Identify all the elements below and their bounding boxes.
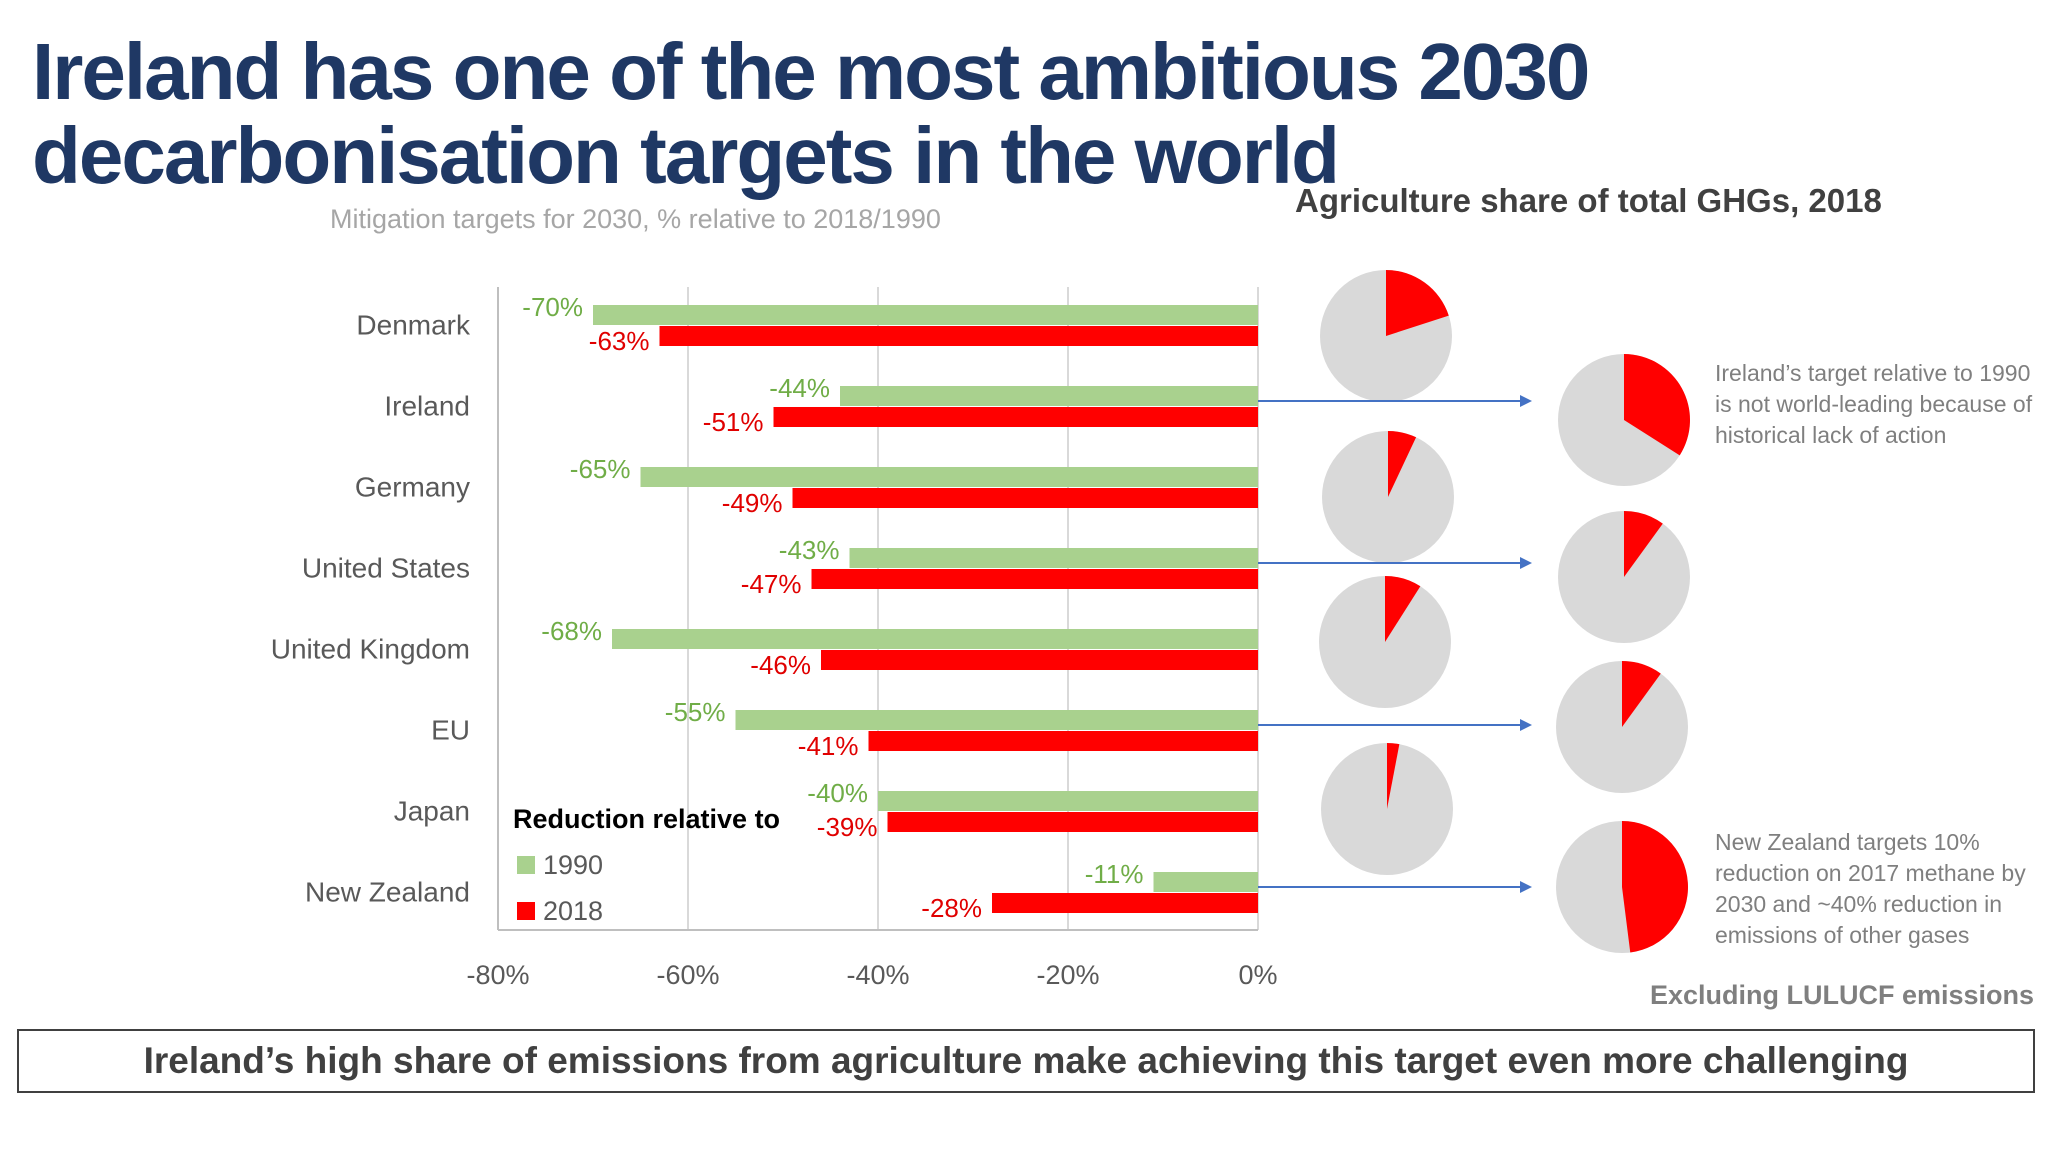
category-label: Ireland [384,390,470,421]
pointer-arrow-head [1520,719,1532,731]
legend-title: Reduction relative to [513,804,780,834]
chart-subtitle: Mitigation targets for 2030, % relative … [330,204,941,234]
bar-2018 [887,812,1258,832]
pointer-arrow-head [1520,395,1532,407]
category-label: United Kingdom [271,633,470,664]
legend-label-1990: 1990 [543,850,603,880]
data-label-2018: -49% [722,488,783,518]
category-label: Germany [355,471,470,502]
data-label-2018: -63% [589,326,650,356]
bar-1990 [593,305,1258,325]
pie-slice-agriculture [1622,661,1661,727]
pie-slice-agriculture [1387,743,1400,809]
x-tick-label: -80% [466,960,529,990]
category-label: Denmark [356,309,471,340]
data-label-1990: -43% [779,535,840,565]
bar-2018 [659,326,1258,346]
data-label-1990: -68% [541,616,602,646]
data-label-1990: -65% [570,454,631,484]
bar-1990 [735,710,1258,730]
pie-slice-agriculture [1386,270,1449,336]
data-label-2018: -47% [741,569,802,599]
data-label-2018: -51% [703,407,764,437]
legend-swatch-2018 [517,902,535,920]
data-label-2018: -39% [817,812,878,842]
pointer-arrow-head [1520,557,1532,569]
bar-1990 [640,467,1258,487]
bar-2018 [821,650,1258,670]
lulucf-footnote: Excluding LULUCF emissions [1650,980,2035,1010]
key-message-box: Ireland’s high share of emissions from a… [17,1029,2035,1093]
data-label-1990: -40% [807,778,868,808]
legend-swatch-1990 [517,856,535,874]
bar-1990 [612,629,1258,649]
pie-slice-agriculture [1624,511,1663,577]
bar-2018 [792,488,1258,508]
bar-2018 [773,407,1258,427]
x-tick-label: -40% [846,960,909,990]
x-tick-label: 0% [1238,960,1277,990]
x-tick-label: -60% [656,960,719,990]
pointer-arrow-head [1520,881,1532,893]
pie-chart-title: Agriculture share of total GHGs, 2018 [1295,182,1882,219]
data-label-1990: -70% [522,292,583,322]
page-title: Ireland has one of the most ambitious 20… [32,27,1590,200]
category-label: New Zealand [305,876,470,907]
new-zealand-note: New Zealand targets 10% reduction on 201… [1715,829,2026,948]
data-label-2018: -28% [921,893,982,923]
x-tick-label: -20% [1036,960,1099,990]
bar-1990 [849,548,1258,568]
ireland-note: Ireland’s target relative to 1990 is not… [1715,360,2033,448]
category-label: Japan [394,795,470,826]
pie-slice-agriculture [1385,576,1421,642]
key-message: Ireland’s high share of emissions from a… [143,1040,1909,1081]
data-label-2018: -41% [798,731,859,761]
data-label-1990: -55% [665,697,726,727]
bar-1990 [1153,872,1258,892]
bar-1990 [878,791,1258,811]
pie-slice-agriculture [1622,821,1688,953]
data-label-1990: -44% [769,373,830,403]
pie-slice-agriculture [1388,431,1417,497]
bar-1990 [840,386,1258,406]
pie-slice-agriculture [1624,354,1690,456]
category-label: EU [431,714,470,745]
bar-2018 [811,569,1258,589]
legend-label-2018: 2018 [543,896,603,926]
bar-2018 [992,893,1258,913]
data-label-1990: -11% [1085,859,1144,889]
bar-2018 [868,731,1258,751]
category-label: United States [302,552,470,583]
data-label-2018: -46% [750,650,811,680]
